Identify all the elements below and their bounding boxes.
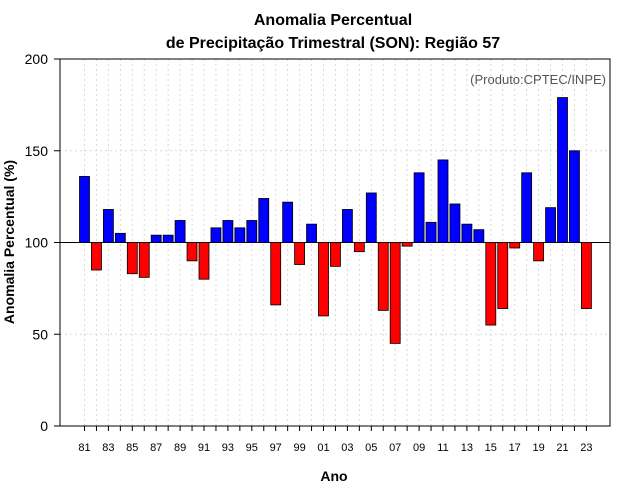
x-tick-label: 23 xyxy=(580,442,592,454)
bar-96 xyxy=(258,198,270,243)
bar-15 xyxy=(485,242,497,326)
x-tick-label: 87 xyxy=(150,442,162,454)
bar-19 xyxy=(533,242,544,262)
bar-16 xyxy=(497,242,509,309)
x-tick-label: 09 xyxy=(413,442,425,454)
y-tick-label: 0 xyxy=(40,418,48,434)
x-tick-label: 85 xyxy=(126,442,138,454)
x-tick-label: 93 xyxy=(222,442,234,454)
bar-23 xyxy=(581,242,592,309)
bar-04 xyxy=(353,242,365,253)
bar-03 xyxy=(341,209,353,243)
bar-21 xyxy=(557,97,568,243)
x-tick-label: 83 xyxy=(102,442,114,454)
y-tick-label: 100 xyxy=(25,235,49,251)
bar-10 xyxy=(425,221,437,243)
bar-99 xyxy=(294,242,306,265)
bar-22 xyxy=(569,150,580,243)
bar-12 xyxy=(449,203,461,243)
x-tick-label: 19 xyxy=(532,442,544,454)
source-annotation: (Produto:CPTEC/INPE) xyxy=(470,72,606,87)
x-tick-label: 89 xyxy=(174,442,186,454)
bar-92 xyxy=(210,227,222,243)
bar-06 xyxy=(377,242,389,311)
bar-90 xyxy=(186,242,198,262)
bar-84 xyxy=(114,232,126,243)
x-tick-label: 01 xyxy=(317,442,329,454)
bar-09 xyxy=(413,172,425,243)
bar-00 xyxy=(306,223,317,243)
bar-01 xyxy=(318,242,329,317)
x-tick-label: 05 xyxy=(365,442,377,454)
y-tick-label: 50 xyxy=(32,326,48,342)
chart-title-line2: de Precipitação Trimestral (SON): Região… xyxy=(166,35,500,52)
x-tick-label: 07 xyxy=(389,442,401,454)
bar-18 xyxy=(521,172,533,243)
x-tick-label: 81 xyxy=(78,442,90,454)
x-tick-label: 15 xyxy=(485,442,497,454)
y-axis-label: Anomalia Percentual (%) xyxy=(1,160,17,324)
bar-83 xyxy=(103,209,114,243)
x-tick-label: 91 xyxy=(198,442,210,454)
bar-88 xyxy=(162,234,174,243)
bar-81 xyxy=(79,176,90,243)
y-tick-label: 150 xyxy=(25,143,49,159)
bar-13 xyxy=(461,223,473,243)
x-tick-label: 97 xyxy=(270,442,282,454)
bar-94 xyxy=(234,227,246,243)
y-tick-label: 200 xyxy=(25,51,49,67)
bar-07 xyxy=(389,242,401,344)
x-tick-label: 13 xyxy=(461,442,473,454)
bar-82 xyxy=(91,242,102,271)
bar-14 xyxy=(473,229,485,243)
bar-97 xyxy=(270,242,282,306)
bar-98 xyxy=(282,201,294,243)
bar-86 xyxy=(138,242,150,278)
bar-20 xyxy=(545,207,556,243)
x-tick-label: 11 xyxy=(437,442,448,454)
bar-85 xyxy=(126,242,138,275)
plot-frame xyxy=(59,58,611,427)
bar-05 xyxy=(365,192,377,243)
x-tick-label: 95 xyxy=(246,442,258,454)
bar-89 xyxy=(174,220,186,243)
bar-02 xyxy=(330,242,341,267)
x-tick-label: 17 xyxy=(509,442,521,454)
x-tick-label: 21 xyxy=(556,442,568,454)
bar-17 xyxy=(509,242,521,249)
bar-87 xyxy=(150,234,162,243)
x-tick-label: 99 xyxy=(293,442,305,454)
bar-95 xyxy=(246,220,258,243)
bar-11 xyxy=(437,159,449,243)
bar-93 xyxy=(222,220,234,243)
x-tick-label: 03 xyxy=(341,442,353,454)
bar-08 xyxy=(401,242,413,247)
x-axis-label: Ano xyxy=(320,468,347,484)
bar-91 xyxy=(198,242,210,280)
chart-title-line1: Anomalia Percentual xyxy=(254,12,412,29)
